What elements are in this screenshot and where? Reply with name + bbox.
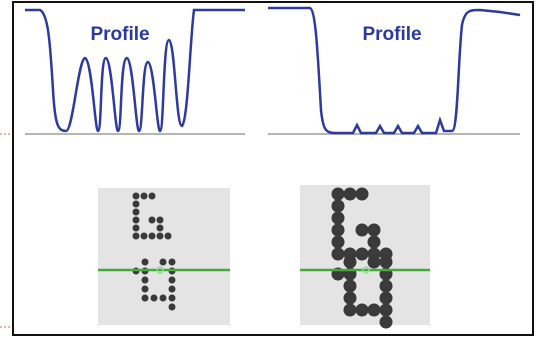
- dot: [355, 223, 369, 237]
- dot: [148, 232, 156, 240]
- dot: [140, 232, 148, 240]
- dot: [379, 255, 393, 269]
- dot: [159, 294, 167, 302]
- profile-curve: [25, 8, 245, 133]
- dot: [159, 258, 167, 266]
- dot: [343, 303, 357, 317]
- dot: [343, 187, 357, 201]
- dot: [343, 279, 357, 293]
- dot: [367, 235, 381, 249]
- dot: [343, 255, 357, 269]
- dot: [132, 200, 140, 208]
- dot: [367, 223, 381, 237]
- dot: [132, 224, 140, 232]
- dot: [168, 285, 176, 293]
- dot: [343, 291, 357, 305]
- frame: [12, 1, 534, 336]
- dot: [141, 276, 149, 284]
- dot: [331, 247, 345, 261]
- scan-point: [156, 266, 164, 274]
- dot: [148, 192, 156, 200]
- dot: [168, 303, 176, 311]
- dot: [331, 199, 345, 213]
- dot: [355, 303, 369, 317]
- dot: [168, 276, 176, 284]
- dot: [331, 223, 345, 237]
- dot: [379, 303, 393, 317]
- dot: [141, 285, 149, 293]
- dot: [140, 192, 148, 200]
- panel-title: Profile: [90, 24, 149, 45]
- dot: [367, 303, 381, 317]
- dot: [331, 187, 345, 201]
- scan-point: [362, 266, 370, 274]
- dot: [168, 294, 176, 302]
- dot: [150, 294, 158, 302]
- profile-curve: [268, 6, 521, 135]
- dot: [355, 247, 369, 261]
- dot: [141, 258, 149, 266]
- dot: [156, 224, 164, 232]
- dot: [379, 291, 393, 305]
- dot: [132, 216, 140, 224]
- dot: [141, 294, 149, 302]
- dot: [168, 258, 176, 266]
- dot: [355, 187, 369, 201]
- dot-matrix: [132, 187, 393, 329]
- dot: [132, 192, 140, 200]
- dot: [379, 315, 393, 329]
- dot: [331, 211, 345, 225]
- dot: [379, 279, 393, 293]
- camera-image: [98, 188, 230, 325]
- dot: [156, 232, 164, 240]
- dot: [132, 208, 140, 216]
- dot: [132, 232, 140, 240]
- dot: [156, 216, 164, 224]
- panel-title: Profile: [362, 24, 421, 45]
- dot: [164, 232, 172, 240]
- dot: [331, 235, 345, 249]
- dot: [148, 216, 156, 224]
- dot: [367, 255, 381, 269]
